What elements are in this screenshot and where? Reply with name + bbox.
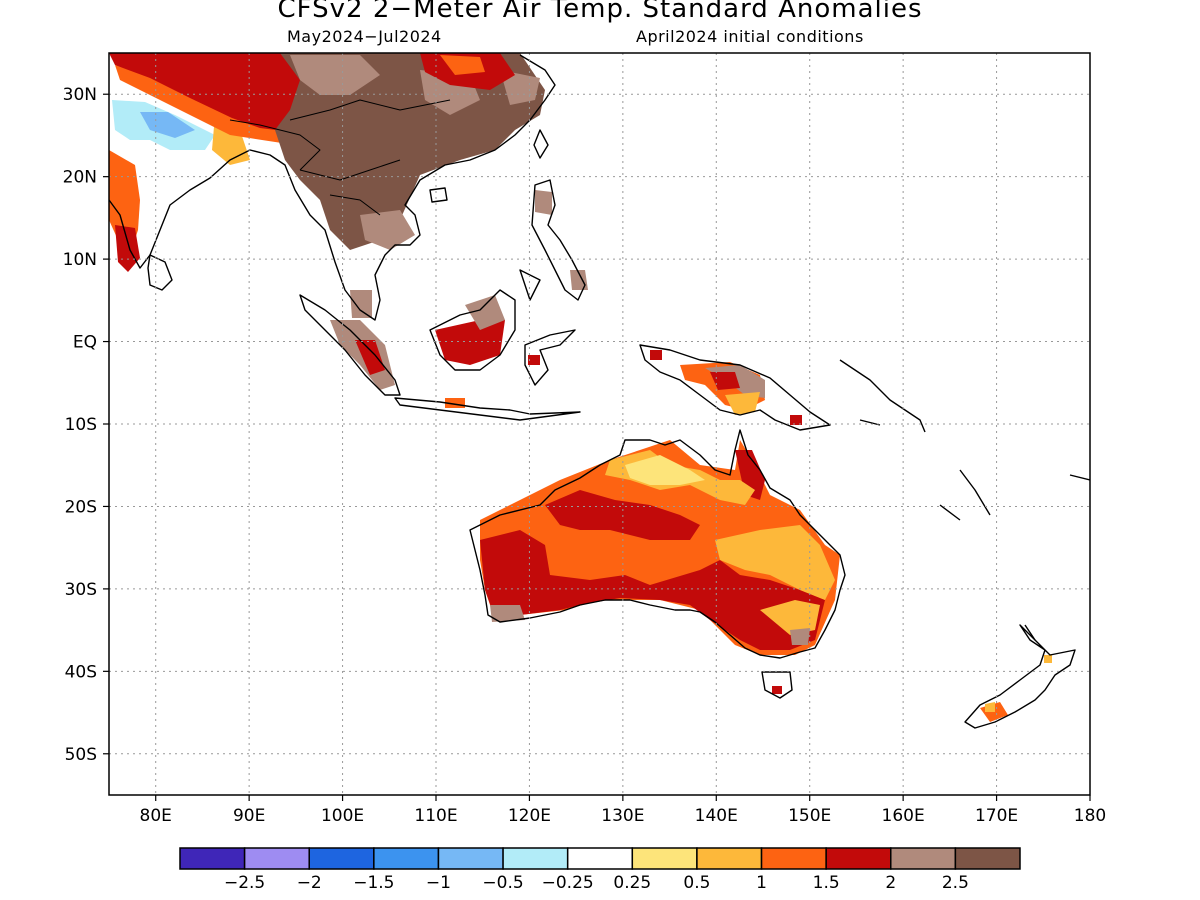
chart-title: CFSv2 2−Meter Air Temp. Standard Anomali… xyxy=(277,0,923,24)
new-guinea-mild xyxy=(725,392,760,415)
lat-tick-label: 50S xyxy=(65,745,97,765)
australia-mild-yellow xyxy=(625,455,705,485)
nz-north-mild xyxy=(1044,655,1052,663)
coast-new-zealand xyxy=(964,624,1076,729)
colorbar-label: 0.5 xyxy=(683,873,710,893)
colorbar-swatch xyxy=(566,847,634,870)
colorbar-swatch xyxy=(308,847,375,870)
lon-tick-label: 180 xyxy=(1074,806,1106,826)
colorbar-swatch xyxy=(373,847,440,870)
lat-tick-label: 30N xyxy=(63,85,97,105)
colorbar-label: −0.5 xyxy=(482,873,523,893)
lat-tick-label: 10N xyxy=(63,250,97,270)
colorbar-swatch xyxy=(437,847,504,870)
lon-tick-label: 80E xyxy=(140,806,172,826)
coast-taiwan xyxy=(533,129,549,159)
tasmania-hot xyxy=(772,686,782,694)
coast-sumatra xyxy=(299,294,401,396)
colorbar-swatch xyxy=(760,847,827,870)
initial-conditions: April2024 initial conditions xyxy=(636,27,864,46)
graticule xyxy=(109,53,1090,795)
coast-hainan xyxy=(429,187,448,203)
australia-mild-sw xyxy=(760,600,820,635)
colorbar-swatch xyxy=(825,847,892,870)
lon-tick-label: 120E xyxy=(508,806,551,826)
colorbar-swatch xyxy=(502,847,569,870)
lon-tick-label: 140E xyxy=(695,806,738,826)
coast-java xyxy=(394,397,581,421)
india-hot-west xyxy=(115,225,140,272)
lat-tick-label: EQ xyxy=(73,333,97,353)
colorbar-swatch xyxy=(696,847,763,870)
axis-labels: 30N 20N 10N EQ 10S 20S 30S 40S 50S 80E 90E 100E 110E… xyxy=(63,85,1107,826)
coast-philippines xyxy=(519,179,586,301)
sumatra-hot xyxy=(355,340,385,375)
colorbar-swatch xyxy=(179,847,246,870)
new-guinea-hot-core xyxy=(710,372,740,390)
coast-sulawesi xyxy=(524,329,576,386)
india-cool-core xyxy=(140,112,195,138)
lat-tick-label: 20S xyxy=(65,497,97,517)
lat-tick-label: 30S xyxy=(65,580,97,600)
himalaya-warm-band xyxy=(115,65,300,145)
coast-asia-mainland xyxy=(109,54,556,321)
colorbar-label: −0.25 xyxy=(542,873,594,893)
lat-tick-label: 10S xyxy=(65,415,97,435)
lon-tick-label: 130E xyxy=(601,806,644,826)
borneo-brown xyxy=(465,295,505,330)
colorbar-label: 0.25 xyxy=(613,873,651,893)
colorbar-label: 1 xyxy=(756,873,767,893)
sulawesi-hot xyxy=(528,355,540,365)
colorbar: −2.5 −2 −1.5 −1 −0.5 −0.25 0.25 0.5 1 1.5 2 2.5 xyxy=(179,847,1021,893)
map-frame xyxy=(108,52,1091,796)
lon-tick-label: 100E xyxy=(321,806,364,826)
malaysia-anomaly xyxy=(350,290,372,318)
coast-pacific-islands xyxy=(839,359,1090,641)
australia-hot-west xyxy=(480,530,825,650)
colorbar-label: −2 xyxy=(297,873,322,893)
lat-tick-label: 20N xyxy=(63,168,97,188)
lon-tick-label: 150E xyxy=(788,806,831,826)
lon-tick-label: 160E xyxy=(882,806,925,826)
colorbar-label: −1 xyxy=(426,873,451,893)
colorbar-label: 2.5 xyxy=(942,873,969,893)
coast-new-guinea xyxy=(639,344,831,431)
coastlines xyxy=(109,54,1090,729)
lon-tick-label: 110E xyxy=(414,806,457,826)
borneo-hot xyxy=(435,320,505,365)
coast-australia xyxy=(469,429,846,659)
coast-borneo xyxy=(429,289,516,371)
colorbar-swatch xyxy=(243,847,310,870)
east-asia-brown-patches xyxy=(290,55,540,250)
colorbar-swatch xyxy=(954,847,1021,870)
colorbar-swatch xyxy=(631,847,698,870)
coast-india-detail xyxy=(147,254,173,291)
australia-hot-ne xyxy=(735,450,765,500)
anomaly-fields xyxy=(109,53,1052,722)
colorbar-label: 1.5 xyxy=(813,873,840,893)
coast-tasmania xyxy=(761,671,793,699)
colorbar-label: 2 xyxy=(885,873,896,893)
colorbar-swatch xyxy=(890,847,957,870)
coast-borders xyxy=(229,99,451,216)
colorbar-label: −2.5 xyxy=(224,873,265,893)
forecast-period: May2024−Jul2024 xyxy=(287,27,442,46)
colorbar-label: −1.5 xyxy=(353,873,394,893)
lon-tick-label: 170E xyxy=(975,806,1018,826)
lat-tick-label: 40S xyxy=(65,662,97,682)
australia-mild-east xyxy=(715,525,835,600)
nz-south-mild xyxy=(985,702,995,712)
east-asia-warm-patch xyxy=(440,55,485,75)
lon-tick-label: 90E xyxy=(233,806,265,826)
